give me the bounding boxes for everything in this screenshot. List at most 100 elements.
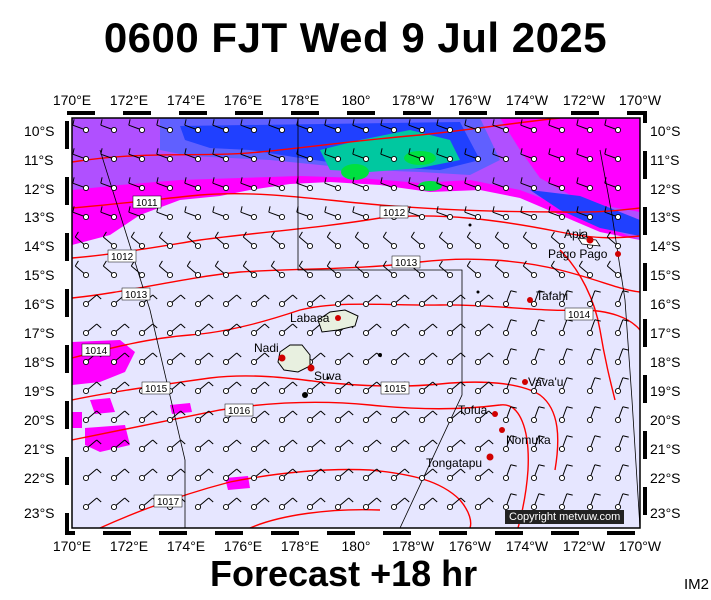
wind-station — [474, 242, 482, 250]
marker-nomuka — [499, 427, 505, 433]
wind-station — [502, 445, 510, 453]
wind-barb-flag — [354, 231, 359, 238]
wind-barb-flag — [492, 148, 495, 155]
wind-station — [334, 184, 342, 192]
wind-station — [222, 155, 230, 163]
wind-station — [306, 474, 314, 482]
lat-label: 23°S — [24, 505, 55, 521]
wind-barb-flag — [152, 439, 158, 445]
wind-station — [446, 242, 454, 250]
marker-pago-pago — [615, 251, 621, 257]
wind-barb-flag — [432, 352, 438, 358]
wind-barb-flag — [130, 231, 135, 238]
wind-barb-flag — [296, 148, 299, 155]
wind-barb-flag — [432, 323, 438, 329]
wind-barb-flag — [326, 231, 331, 238]
lon-label: 176°W — [448, 92, 492, 108]
wind-barb-flag — [124, 468, 130, 474]
wind-station — [334, 155, 342, 163]
wind-barb-flag — [522, 231, 527, 238]
wind-station — [390, 126, 398, 134]
wind-station — [446, 155, 454, 163]
wind-station — [306, 242, 314, 250]
wind-station — [446, 271, 454, 279]
wind-barb-flag — [156, 148, 159, 155]
wind-station — [166, 242, 174, 250]
wind-station — [418, 329, 426, 337]
wind-barb-flag — [466, 260, 471, 267]
wind-station — [278, 184, 286, 192]
wind-station — [390, 503, 398, 511]
lat-label: 11°S — [24, 152, 54, 168]
wind-barb-flag — [296, 177, 299, 184]
wind-station — [194, 155, 202, 163]
wind-station — [362, 387, 370, 395]
wind-station — [82, 416, 90, 424]
wind-station — [278, 387, 286, 395]
wind-station — [418, 126, 426, 134]
wind-barb-flag — [408, 206, 411, 213]
wind-station — [166, 155, 174, 163]
marker-apia — [586, 236, 594, 244]
wind-barb-flag — [566, 290, 573, 293]
wind-station — [558, 387, 566, 395]
wind-station — [558, 445, 566, 453]
marker-suva — [307, 364, 315, 372]
wind-barb-flag — [464, 206, 467, 213]
wind-barb-flag — [460, 439, 466, 445]
wind-station — [530, 329, 538, 337]
wind-station — [474, 213, 482, 221]
wind-station — [586, 474, 594, 482]
wind-barb-flag — [212, 177, 215, 184]
wind-station — [278, 445, 286, 453]
wind-station — [362, 358, 370, 366]
wind-station — [166, 445, 174, 453]
wind-barb-flag — [566, 464, 573, 467]
lat-label: 20°S — [650, 412, 681, 428]
wind-station — [530, 474, 538, 482]
wind-station — [390, 329, 398, 337]
svg-text:1012: 1012 — [383, 208, 406, 219]
wind-barb-flag — [548, 119, 551, 126]
wind-station — [110, 416, 118, 424]
wind-barb-flag — [466, 231, 471, 238]
wind-barb-flag — [156, 177, 159, 184]
wind-barb-flag — [184, 206, 187, 213]
lon-label: 178°W — [391, 538, 435, 554]
wind-barb-flag — [128, 148, 131, 155]
wind-station — [390, 155, 398, 163]
wind-station — [530, 300, 538, 308]
wind-barb-flag — [622, 319, 629, 322]
wind-barb-flag — [348, 410, 354, 416]
wind-barb-flag — [180, 410, 186, 416]
wind-barb-flag — [354, 260, 359, 267]
wind-barb-flag — [404, 352, 410, 358]
wind-station — [250, 416, 258, 424]
wind-station — [530, 242, 538, 250]
wind-barb-flag — [538, 319, 545, 322]
wind-barb-flag — [460, 410, 466, 416]
wind-barb-flag — [566, 377, 573, 380]
wind-station — [222, 387, 230, 395]
wind-barb-flag — [264, 439, 270, 445]
wind-station — [138, 474, 146, 482]
wind-barb-flag — [156, 119, 159, 126]
wind-barb-flag — [604, 119, 607, 126]
wind-barb-flag — [158, 231, 163, 238]
wind-station — [586, 184, 594, 192]
wind-station — [306, 416, 314, 424]
wind-barb-flag — [380, 148, 383, 155]
wind-station — [194, 126, 202, 134]
wind-barb-flag — [510, 348, 517, 351]
wind-barb-flag — [622, 493, 629, 496]
wind-barb-flag — [382, 260, 387, 267]
wind-barb-flag — [404, 294, 410, 300]
wind-station — [138, 416, 146, 424]
wind-station — [194, 387, 202, 395]
wind-barb-flag — [152, 468, 158, 474]
wind-station — [250, 184, 258, 192]
isobar-label: 1015 — [380, 381, 410, 395]
wind-station — [614, 474, 622, 482]
wind-station — [362, 300, 370, 308]
wind-station — [418, 242, 426, 250]
